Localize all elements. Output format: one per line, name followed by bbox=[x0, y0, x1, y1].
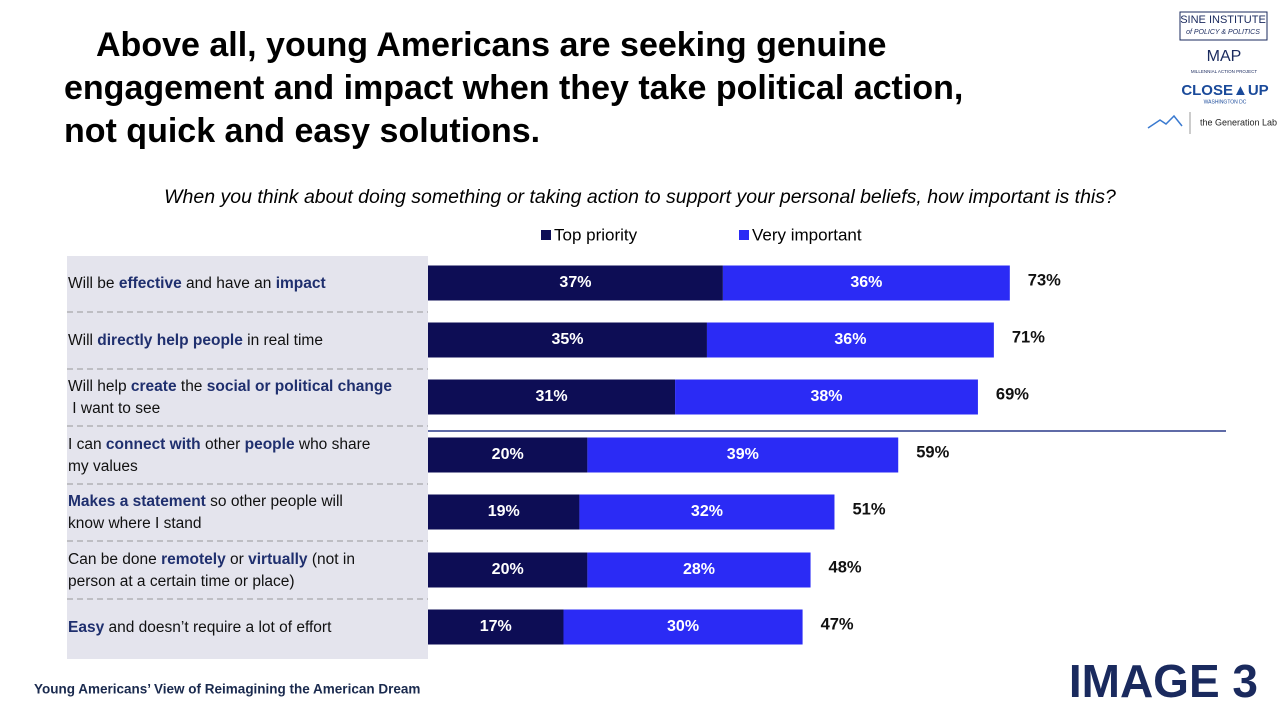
category-run: I can bbox=[68, 436, 106, 453]
total-label: 69% bbox=[996, 385, 1029, 403]
bar-segment bbox=[587, 437, 899, 473]
bar-segment bbox=[706, 322, 994, 358]
category-run: person at a certain time or place) bbox=[68, 573, 295, 590]
legend-label: Top priority bbox=[554, 225, 638, 244]
category-run: people bbox=[245, 436, 295, 453]
category-label: Can be done remotely or virtually (not i… bbox=[68, 551, 355, 568]
bar-segment bbox=[722, 265, 1010, 301]
value-label: 39% bbox=[727, 446, 759, 463]
image-label: IMAGE 3 bbox=[1069, 655, 1258, 707]
logo-frame bbox=[1179, 11, 1268, 41]
bar-segment bbox=[428, 322, 707, 358]
category-run: impact bbox=[276, 275, 326, 292]
category-run: and doesn’t require a lot of effort bbox=[104, 619, 332, 636]
category-run: social or political change bbox=[207, 378, 393, 395]
total-label: 47% bbox=[821, 615, 854, 633]
category-label: Makes a statement so other people will bbox=[68, 493, 343, 510]
category-run: the bbox=[177, 378, 207, 395]
category-run: other bbox=[201, 436, 245, 453]
category-run: create bbox=[131, 378, 177, 395]
category-run: Makes a statement bbox=[68, 493, 206, 510]
category-run: (not in bbox=[308, 551, 355, 568]
logo-text: MILLENNIAL ACTION PROJECT bbox=[1191, 69, 1258, 74]
category-run: who share bbox=[295, 436, 371, 453]
category-run: virtually bbox=[248, 551, 308, 568]
category-run: directly help people bbox=[97, 332, 243, 349]
category-run: remotely bbox=[161, 551, 226, 568]
category-run: Will bbox=[68, 332, 97, 349]
value-label: 32% bbox=[691, 503, 723, 520]
value-label: 31% bbox=[536, 388, 568, 405]
category-run: connect with bbox=[106, 436, 201, 453]
value-label: 36% bbox=[834, 331, 866, 348]
value-label: 36% bbox=[850, 274, 882, 291]
bar-segment bbox=[428, 494, 580, 530]
bar-segment bbox=[579, 494, 835, 530]
category-run: Can be done bbox=[68, 551, 161, 568]
bar-segment bbox=[428, 437, 588, 473]
category-run: so other people will bbox=[206, 493, 343, 510]
bar-segment bbox=[563, 609, 803, 645]
title-line: Above all, young Americans are seeking g… bbox=[96, 26, 886, 64]
category-run: know where I stand bbox=[68, 515, 202, 532]
bar-segment bbox=[675, 379, 978, 415]
footer-caption: Young Americans’ View of Reimagining the… bbox=[34, 682, 420, 697]
legend-swatch bbox=[739, 230, 749, 240]
category-run: effective bbox=[119, 275, 182, 292]
category-run: Will help bbox=[68, 378, 131, 395]
bar-segment bbox=[428, 609, 564, 645]
bar-segment bbox=[428, 265, 723, 301]
value-label: 38% bbox=[810, 388, 842, 405]
logo-text: SINE INSTITUTE bbox=[1180, 14, 1266, 26]
category-label: my values bbox=[68, 458, 138, 475]
subtitle: When you think about doing something or … bbox=[164, 186, 1116, 208]
logo-text: CLOSE▲UP bbox=[1181, 82, 1268, 99]
category-label: Will help create the social or political… bbox=[68, 378, 392, 395]
logo-text: MAP bbox=[1207, 48, 1242, 65]
category-run: Easy bbox=[68, 619, 105, 636]
category-run: and have an bbox=[182, 275, 276, 292]
value-label: 20% bbox=[492, 561, 524, 578]
value-label: 17% bbox=[480, 618, 512, 635]
logo-text: the Generation Lab bbox=[1200, 117, 1277, 127]
category-label: Will be effective and have an impact bbox=[68, 275, 326, 292]
logo-text: of POLICY & POLITICS bbox=[1186, 29, 1260, 36]
total-label: 71% bbox=[1012, 328, 1045, 346]
title-line: not quick and easy solutions. bbox=[64, 112, 540, 150]
category-label: I want to see bbox=[68, 400, 160, 417]
bar-segment bbox=[428, 379, 676, 415]
category-run: my values bbox=[68, 458, 138, 475]
category-label: Easy and doesn’t require a lot of effort bbox=[68, 619, 332, 636]
legend-label: Very important bbox=[752, 225, 862, 244]
category-label: person at a certain time or place) bbox=[68, 573, 295, 590]
category-run: or bbox=[226, 551, 248, 568]
total-label: 59% bbox=[916, 443, 949, 461]
title-line: engagement and impact when they take pol… bbox=[64, 69, 963, 107]
logo-icon bbox=[1147, 114, 1183, 129]
category-run: Will be bbox=[68, 275, 119, 292]
total-label: 51% bbox=[852, 500, 885, 518]
label-panel bbox=[67, 256, 428, 659]
total-label: 48% bbox=[829, 558, 862, 576]
total-label: 73% bbox=[1028, 271, 1061, 289]
value-label: 20% bbox=[492, 446, 524, 463]
logo-text: WASHINGTON DC bbox=[1204, 99, 1247, 105]
value-label: 35% bbox=[551, 331, 583, 348]
value-label: 28% bbox=[683, 561, 715, 578]
bar-segment bbox=[587, 552, 811, 588]
value-label: 19% bbox=[488, 503, 520, 520]
bar-segment bbox=[428, 552, 588, 588]
category-label: know where I stand bbox=[68, 515, 202, 532]
category-label: Will directly help people in real time bbox=[68, 332, 323, 349]
category-run: I want to see bbox=[68, 400, 160, 417]
category-run: in real time bbox=[243, 332, 323, 349]
category-label: I can connect with other people who shar… bbox=[68, 436, 370, 453]
value-label: 30% bbox=[667, 618, 699, 635]
legend-swatch bbox=[541, 230, 551, 240]
value-label: 37% bbox=[559, 274, 591, 291]
